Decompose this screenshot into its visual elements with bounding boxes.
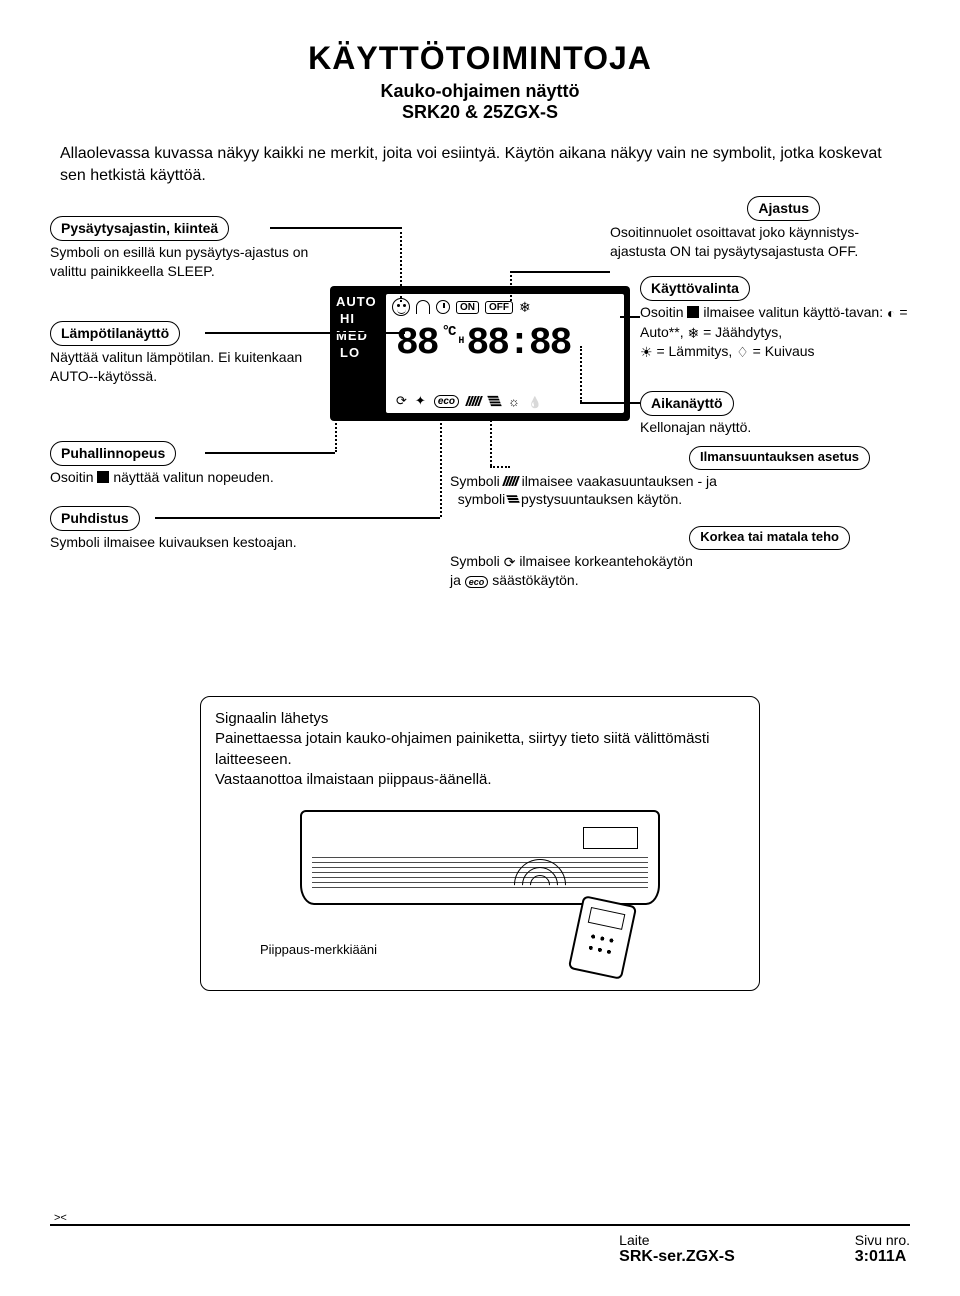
snowflake-icon: ❄ [519,299,531,316]
off-label: OFF [485,301,513,314]
mode-title: Käyttövalinta [640,276,750,301]
callout-clock: Aikanäyttö Kellonajan näyttö. [640,391,910,436]
eco-icon: eco [465,576,489,588]
power-desc: Symboli ⟳ ilmaisee korkeantehokäytön ja … [450,552,910,589]
drop-icon: ♢ [736,344,749,360]
callout-power: Korkea tai matala teho Symboli ⟳ ilmaise… [450,526,910,589]
louver-h-icon [504,476,518,486]
lcd-mode-auto: AUTO [336,294,377,311]
callout-timer: Ajastus Osoitinnuolet osoittavat joko kä… [610,196,910,260]
clean-title: Puhdistus [50,506,140,531]
beep-label: Piippaus-merkkiääni [260,941,377,959]
temp-desc: Näyttää valitun lämpötilan. Ei kuitenkaa… [50,348,310,384]
drop-icon [528,394,542,409]
signal-box: Signaalin lähetys Painettaessa jotain ka… [200,696,760,991]
deg-label: °C [442,324,455,340]
unit-illustration: Piippaus-merkkiääni [220,800,740,980]
callout-clean: Puhdistus Symboli ilmaisee kuivauksen ke… [50,506,350,551]
on-label: ON [456,301,479,314]
eco-icon: eco [434,395,459,408]
air-desc: Symboli ilmaisee vaakasuuntauksen - ja s… [450,472,910,508]
pointer-icon [687,306,699,318]
signal-line2: Vastaanottoa ilmaistaan piippaus-äänellä… [215,770,745,790]
sleep-desc: Symboli on esillä kun pysäytys-ajastus o… [50,243,320,279]
callout-sleep: Pysäytysajastin, kiinteä Symboli on esil… [50,216,320,280]
subtitle-2: SRK20 & 25ZGX-S [50,102,910,123]
callout-temp: Lämpötilanäyttö Näyttää valitun lämpötil… [50,321,310,385]
fan-desc: Osoitin näyttää valitun nopeuden. [50,468,320,486]
callout-air: Ilmansuuntauksen asetus Symboli ilmaisee… [450,446,910,508]
h-label: H [458,336,462,347]
sparkle-icon [415,393,426,409]
footer-page-label: Sivu nro. [855,1232,910,1248]
power-title: Korkea tai matala teho [689,526,850,550]
louver-v-icon [507,494,519,505]
callout-mode: Käyttövalinta Osoitin ilmaisee valitun k… [640,276,940,361]
signal-icon [416,300,430,314]
temp-digits: 88 [396,322,438,365]
ac-unit-icon [300,810,660,905]
clock-icon [436,300,450,314]
lcd-screen: ON OFF ❄ 88 °C H 88:88 ⟳ eco ☼ [386,294,624,413]
air-title: Ilmansuuntauksen asetus [689,446,870,470]
lcd-mode-hi: HI [340,311,377,328]
intro-text: Allaolevassa kuvassa näkyy kaikki ne mer… [60,143,900,186]
subtitle-1: Kauko-ohjaimen näyttö [50,81,910,102]
louver-h-icon [467,396,481,406]
lcd-mode-lo: LO [340,345,377,362]
clock-desc: Kellonajan näyttö. [640,418,910,436]
lcd-mode-med: MED [336,328,377,345]
louver-v-icon [488,394,501,408]
cut-mark-icon: >< [54,1212,67,1224]
fan-title: Puhallinnopeus [50,441,176,466]
footer-page-value: 3:011A [855,1248,910,1266]
page-footer: >< Laite SRK-ser.ZGX-S Sivu nro. 3:011A [50,1224,910,1266]
clean-desc: Symboli ilmaisee kuivauksen kestoajan. [50,533,350,551]
clock-title: Aikanäyttö [640,391,734,416]
footer-device-value: SRK-ser.ZGX-S [619,1248,735,1266]
footer-device-label: Laite [619,1232,735,1248]
hipower-icon: ⟳ [504,554,516,570]
signal-title: Signaalin lähetys [215,709,745,729]
pointer-icon [97,471,109,483]
timer-desc: Osoitinnuolet osoittavat joko käynnistys… [610,223,910,259]
snowflake-icon: ❄ [687,325,699,341]
mode-desc: Osoitin ilmaisee valitun käyttö-tavan: ◐… [640,303,940,361]
hipower-icon: ⟳ [396,393,407,409]
lcd-display: AUTO HI MED LO ON OFF ❄ 88 °C H 88:88 ⟳ [330,286,630,421]
timer-title: Ajastus [747,196,820,221]
temp-title: Lämpötilanäyttö [50,321,180,346]
callout-fan: Puhallinnopeus Osoitin näyttää valitun n… [50,441,320,486]
time-digits: 88:88 [466,322,570,365]
sun-icon: ☼ [508,394,520,409]
signal-line1: Painettaessa jotain kauko-ohjaimen paini… [215,729,745,770]
display-diagram: AUTO HI MED LO ON OFF ❄ 88 °C H 88:88 ⟳ [50,216,910,636]
sleep-title: Pysäytysajastin, kiinteä [50,216,229,241]
page-title: KÄYTTÖTOIMINTOJA [50,40,910,77]
sun-icon: ☀ [640,344,653,360]
signal-waves-icon [500,855,590,915]
